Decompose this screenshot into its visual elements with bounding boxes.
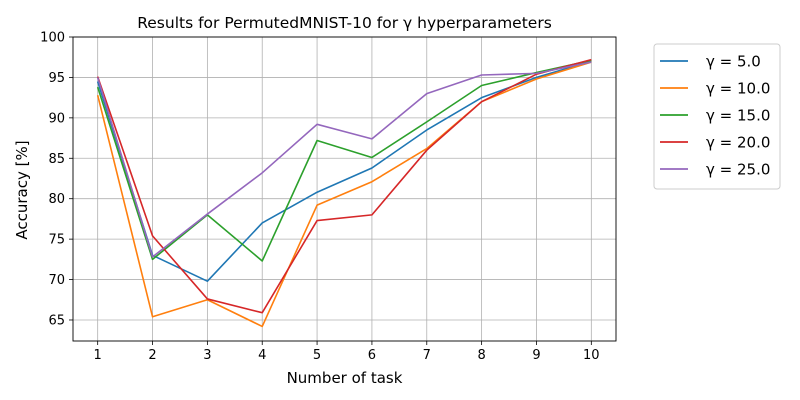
series-line-1: [96, 60, 592, 282]
legend-entry: γ = 15.0: [706, 107, 770, 125]
legend-entry: γ = 10.0: [706, 80, 770, 98]
x-tick-label: 4: [258, 348, 266, 363]
series-line-5: [96, 61, 592, 258]
x-tick-label: 5: [313, 348, 321, 363]
series-lines: [96, 58, 592, 328]
y-tick-label: 75: [48, 233, 65, 248]
y-tick-label: 70: [48, 273, 65, 288]
x-tick-label: 1: [94, 348, 102, 363]
y-axis-label: Accuracy [%]: [13, 140, 31, 239]
legend-box: [653, 43, 781, 190]
series-line-3: [96, 59, 592, 262]
y-tick-label: 85: [48, 152, 65, 167]
legend-entry: γ = 25.0: [706, 161, 770, 179]
x-tick-label: 3: [203, 348, 211, 363]
chart-title: Results for PermutedMNIST-10 for γ hyper…: [137, 14, 552, 32]
x-tick-label: 9: [532, 348, 540, 363]
axis-ticks: 1 2 3 4 5 6 7 8 9 10 65 70 75 80 85 90 95 100: [40, 31, 599, 364]
y-tick-label: 65: [48, 313, 65, 328]
x-tick-label: 2: [148, 348, 156, 363]
y-tick-label: 80: [48, 192, 65, 207]
series-line-4: [96, 58, 592, 314]
x-tick-label: 7: [423, 348, 431, 363]
legend-entry: γ = 5.0: [706, 53, 761, 71]
y-tick-label: 100: [40, 31, 65, 46]
y-tick-label: 95: [48, 71, 65, 86]
x-tick-label: 8: [477, 348, 485, 363]
x-axis-label: Number of task: [287, 369, 403, 387]
x-tick-label: 6: [368, 348, 376, 363]
legend: γ = 5.0 γ = 10.0 γ = 15.0 γ = 20.0 γ = 25.0: [653, 43, 781, 190]
grid-lines: [73, 36, 616, 341]
y-tick-label: 90: [48, 111, 65, 126]
legend-entry: γ = 20.0: [706, 134, 770, 152]
series-line-2: [96, 61, 592, 328]
plot-frame: [72, 36, 617, 342]
x-tick-label: 10: [583, 348, 600, 363]
